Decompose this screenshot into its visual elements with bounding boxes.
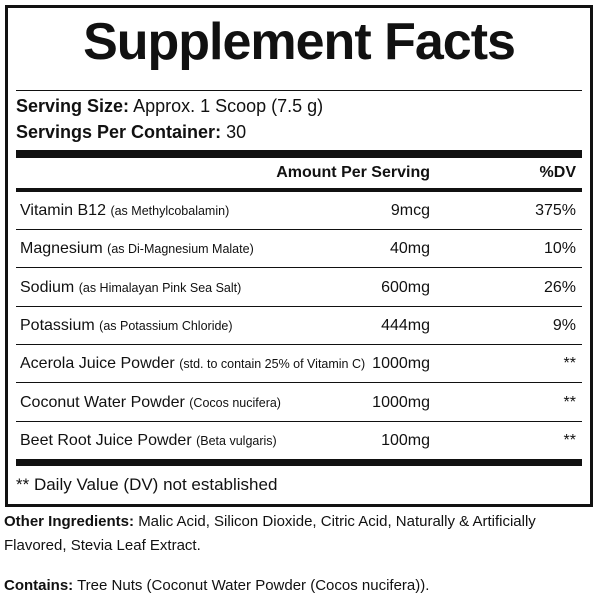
nutrient: Magnesium (as Di-Magnesium Malate) (20, 240, 254, 258)
nutrient-row: Acerola Juice Powder (std. to contain 25… (16, 345, 582, 384)
nutrient: Potassium (as Potassium Chloride) (20, 317, 233, 335)
nutrient: Sodium (as Himalayan Pink Sea Salt) (20, 279, 241, 297)
value: 30 (226, 122, 247, 142)
name: Coconut Water Powder (20, 393, 185, 411)
amount: 9mcg (390, 202, 430, 219)
amount: 1000mg (372, 393, 430, 411)
qualifier: (Beta vulgaris) (196, 433, 277, 448)
qualifier: (as Di-Magnesium Malate) (107, 242, 254, 257)
nutrient: Vitamin B12 (as Methylcobalamin) (20, 202, 229, 220)
nutrient-row: Coconut Water Powder (Cocos nucifera) 100… (16, 384, 582, 422)
amount: 444mg (381, 316, 430, 334)
title: Supplement Facts (83, 13, 516, 71)
label: Other Ingredients: (4, 513, 135, 530)
daily-value: ** (563, 355, 576, 373)
daily-value: ** (563, 431, 576, 449)
servings: Servings Per Container: 30 (16, 122, 246, 143)
label: Servings Per Container: (16, 122, 222, 142)
thick-rule (16, 150, 582, 158)
facts-panel: Supplement Facts Serving Size: Approx. 1… (5, 5, 593, 507)
name: Potassium (20, 316, 95, 334)
amount: 600mg (381, 278, 430, 296)
other-ingredients: Other Ingredients: Malic Acid, Silicon D… (4, 510, 594, 558)
amount: 40mg (389, 240, 430, 258)
thick-rule (16, 188, 582, 192)
amount: 1000mg (372, 355, 430, 373)
name: Acerola Juice Powder (20, 355, 175, 373)
daily-value: ** (563, 393, 576, 411)
daily-value: 9% (552, 316, 576, 334)
qualifier: (std. to contain 25% of Vitamin C) (179, 357, 366, 372)
label: Serving Size: (16, 96, 130, 116)
rule (16, 90, 582, 91)
daily-value: 10% (543, 240, 576, 258)
text: Malic Acid, Silicon Dioxide, Citric Acid… (4, 513, 536, 554)
nutrient-row: Vitamin B12 (as Methylcobalamin) 9mcg 375% (16, 192, 582, 230)
contains: Contains: Tree Nuts (Coconut Water Powde… (4, 574, 594, 598)
text: Tree Nuts (Coconut Water Powder (Cocos n… (77, 577, 430, 594)
daily-value: 375% (535, 202, 576, 219)
column-header: Amount Per Serving (276, 164, 430, 181)
nutrient-row: Potassium (as Potassium Chloride) 444mg 9% (16, 307, 582, 345)
qualifier: (as Methylcobalamin) (110, 204, 230, 218)
name: Magnesium (20, 240, 103, 258)
name: Sodium (20, 278, 75, 296)
column-header: %DV (539, 164, 576, 181)
name: Vitamin B12 (20, 202, 106, 219)
qualifier: (as Himalayan Pink Sea Salt) (78, 280, 242, 295)
footnote: ** Daily Value (DV) not established (16, 475, 278, 494)
nutrient: Coconut Water Powder (Cocos nucifera) (20, 394, 281, 412)
amount: 100mg (381, 431, 430, 449)
daily-value: 26% (543, 278, 576, 296)
serving-size: Serving Size: Approx. 1 Scoop (7.5 g) (16, 96, 323, 117)
nutrient-row: Beet Root Juice Powder (Beta vulgaris) 10… (16, 422, 582, 460)
name: Beet Root Juice Powder (20, 431, 192, 449)
nutrient-row: Magnesium (as Di-Magnesium Malate) 40mg 10… (16, 230, 582, 269)
qualifier: (Cocos nucifera) (189, 395, 281, 410)
value: Approx. 1 Scoop (7.5 g) (133, 96, 324, 116)
thick-rule (16, 460, 582, 466)
nutrient: Acerola Juice Powder (std. to contain 25… (20, 355, 365, 373)
qualifier: (as Potassium Chloride) (99, 318, 233, 333)
nutrient: Beet Root Juice Powder (Beta vulgaris) (20, 432, 277, 450)
nutrient-row: Sodium (as Himalayan Pink Sea Salt) 600mg… (16, 269, 582, 307)
label: Contains: (4, 577, 74, 594)
